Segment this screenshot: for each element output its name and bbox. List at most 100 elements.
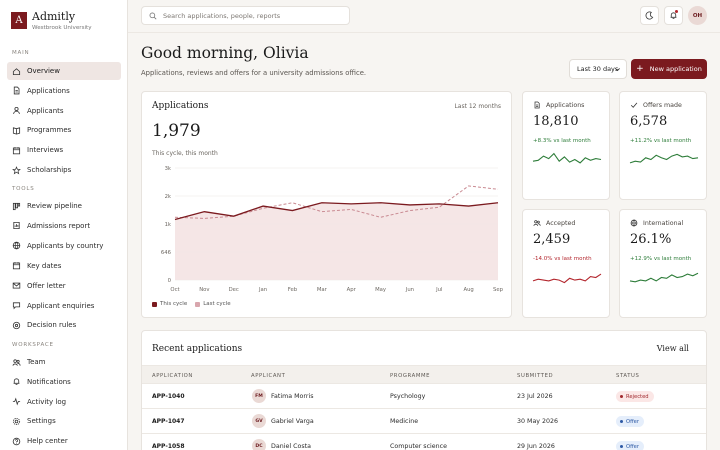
stat-card-accepted[interactable]: Accepted 2,459 -14.0% vs last month (522, 209, 610, 318)
topbar-divider (128, 32, 720, 33)
report-icon (13, 222, 20, 230)
brand[interactable]: A Admitly Westbrook University (11, 11, 92, 31)
applications-chart-card: Applications Last 12 months 1,979 This c… (141, 91, 512, 318)
stat-sparkline (629, 272, 699, 283)
sidebar-item-key-dates[interactable]: Key dates (7, 257, 121, 275)
stat-label: Applications (533, 101, 584, 109)
sidebar-item-label: Help center (27, 437, 68, 446)
sidebar-item-help-center[interactable]: Help center (7, 432, 121, 450)
x-tick-label: Aug (463, 287, 473, 293)
sidebar-item-scholarships[interactable]: Scholarships (7, 161, 121, 179)
x-tick-label: Dec (229, 287, 239, 293)
stat-sparkline (532, 152, 602, 164)
chat-icon (12, 302, 21, 310)
programme: Psychology (390, 393, 426, 400)
table-row[interactable]: APP-1058 DC Daniel Costa Computer science 29… (142, 434, 706, 450)
table-row[interactable]: APP-1047 GV Gabriel Varga Medicine 30 May 20… (142, 409, 706, 434)
book-icon (12, 127, 21, 135)
notification-dot (675, 10, 678, 13)
team-icon (12, 358, 21, 366)
application-id[interactable]: APP-1040 (152, 393, 185, 400)
stat-card-international[interactable]: International 26.1% +12.9% vs last month (619, 209, 707, 318)
sidebar-item-label: Review pipeline (27, 202, 82, 210)
sparkline-line (629, 153, 699, 164)
stat-delta: -14.0% vs last month (533, 256, 592, 262)
applications-chart: 0 646 1k 2k 3k Oct Nov Dec Jan Feb Mar Apr May Jun Jul… (161, 166, 504, 293)
applications-card-range: Last 12 months (454, 103, 501, 110)
sidebar-item-decision-rules[interactable]: Decision rules (7, 316, 121, 334)
sparkline-line (532, 273, 602, 284)
globe-icon (12, 242, 21, 250)
notifications-button[interactable] (664, 6, 683, 25)
sidebar-item-notifications[interactable]: Notifications (7, 373, 121, 391)
x-tick-label: Sep (493, 287, 504, 293)
sidebar-item-interviews[interactable]: Interviews (7, 141, 121, 159)
page-subtitle: Applications, reviews and offers for a u… (141, 69, 367, 77)
sidebar-item-applications[interactable]: Applications (7, 82, 121, 100)
x-tick-label: Nov (199, 287, 209, 293)
user-avatar[interactable]: OH (688, 6, 707, 25)
view-all-link[interactable]: View all (656, 344, 689, 353)
application-id[interactable]: APP-1058 (152, 443, 185, 450)
sidebar-item-overview[interactable]: Overview (7, 62, 121, 80)
status-badge: Rejected (616, 391, 654, 402)
new-application-button[interactable]: + New application (631, 59, 707, 79)
applicant-name: Fatima Morris (271, 393, 314, 400)
chart-legend: This cycle Last cycle (152, 301, 239, 307)
stat-label: Accepted (533, 219, 575, 227)
this-cycle-area (175, 202, 498, 280)
check-icon (630, 102, 638, 108)
star-icon (12, 165, 21, 174)
sidebar-item-label: Scholarships (27, 166, 72, 174)
sidebar-item-applicants[interactable]: Applicants (7, 102, 121, 120)
search-input[interactable]: Search applications, people, reports (141, 6, 350, 25)
column-programme[interactable]: PROGRAMME (390, 373, 431, 379)
legend-this-cycle: This cycle (152, 301, 187, 307)
sidebar-item-settings[interactable]: Settings (7, 412, 121, 430)
globe-icon (630, 219, 638, 227)
column-applicant[interactable]: APPLICANT (251, 373, 286, 379)
applicant-avatar: FM (252, 389, 266, 403)
programme: Medicine (390, 418, 419, 425)
search-icon (149, 12, 157, 19)
activity-icon (12, 397, 21, 406)
brand-name: Admitly (32, 10, 76, 23)
column-application[interactable]: APPLICATION (152, 373, 193, 379)
column-status[interactable]: STATUS (616, 373, 640, 379)
table-header: APPLICATION APPLICANT PROGRAMME SUBMITTE… (142, 365, 706, 384)
bell-icon (670, 12, 677, 19)
x-tick-label: May (375, 287, 386, 293)
sidebar-item-team[interactable]: Team (7, 353, 121, 371)
theme-toggle-button[interactable] (640, 6, 659, 25)
brand-logo: A (11, 12, 27, 29)
period-select[interactable]: Last 30 days (569, 59, 627, 79)
applicant-avatar: GV (252, 414, 266, 428)
sidebar-item-activity-log[interactable]: Activity log (7, 393, 121, 411)
stat-card-offers-made[interactable]: Offers made 6,578 +11.2% vs last month (619, 91, 707, 200)
column-submitted[interactable]: SUBMITTED (517, 373, 554, 379)
period-select-value: Last 30 days (577, 65, 619, 73)
stat-label: Offers made (630, 101, 682, 109)
sidebar-item-applicants-by-country[interactable]: Applicants by country (7, 237, 121, 255)
status-badge: Offer (616, 416, 644, 427)
x-tick-label: Jun (405, 287, 414, 293)
sidebar-item-applicant-enquiries[interactable]: Applicant enquiries (7, 297, 121, 315)
sidebar-item-programmes[interactable]: Programmes (7, 121, 121, 139)
y-tick-label: 1k (165, 222, 172, 228)
table-row[interactable]: APP-1040 FM Fatima Morris Psychology 23 Jul … (142, 384, 706, 409)
programme: Computer science (390, 443, 447, 450)
sidebar-item-label: Applicant enquiries (27, 301, 95, 310)
document-icon (534, 101, 540, 109)
rules-icon (12, 321, 21, 330)
application-id[interactable]: APP-1047 (152, 418, 185, 425)
stat-sparkline (629, 153, 699, 164)
sidebar-item-label: Programmes (27, 126, 72, 135)
sidebar-item-offer-letter[interactable]: Offer letter (7, 277, 121, 295)
applications-card-title: Applications (152, 101, 209, 111)
sidebar-item-admissions-report[interactable]: Admissions report (7, 217, 121, 235)
stat-card-applications[interactable]: Applications 18,810 +8.3% vs last month (522, 91, 610, 200)
stat-delta: +8.3% vs last month (533, 138, 591, 144)
sidebar-item-review-pipeline[interactable]: Review pipeline (7, 197, 121, 215)
stat-delta: +12.9% vs last month (630, 256, 692, 262)
stat-value: 2,459 (533, 232, 571, 247)
